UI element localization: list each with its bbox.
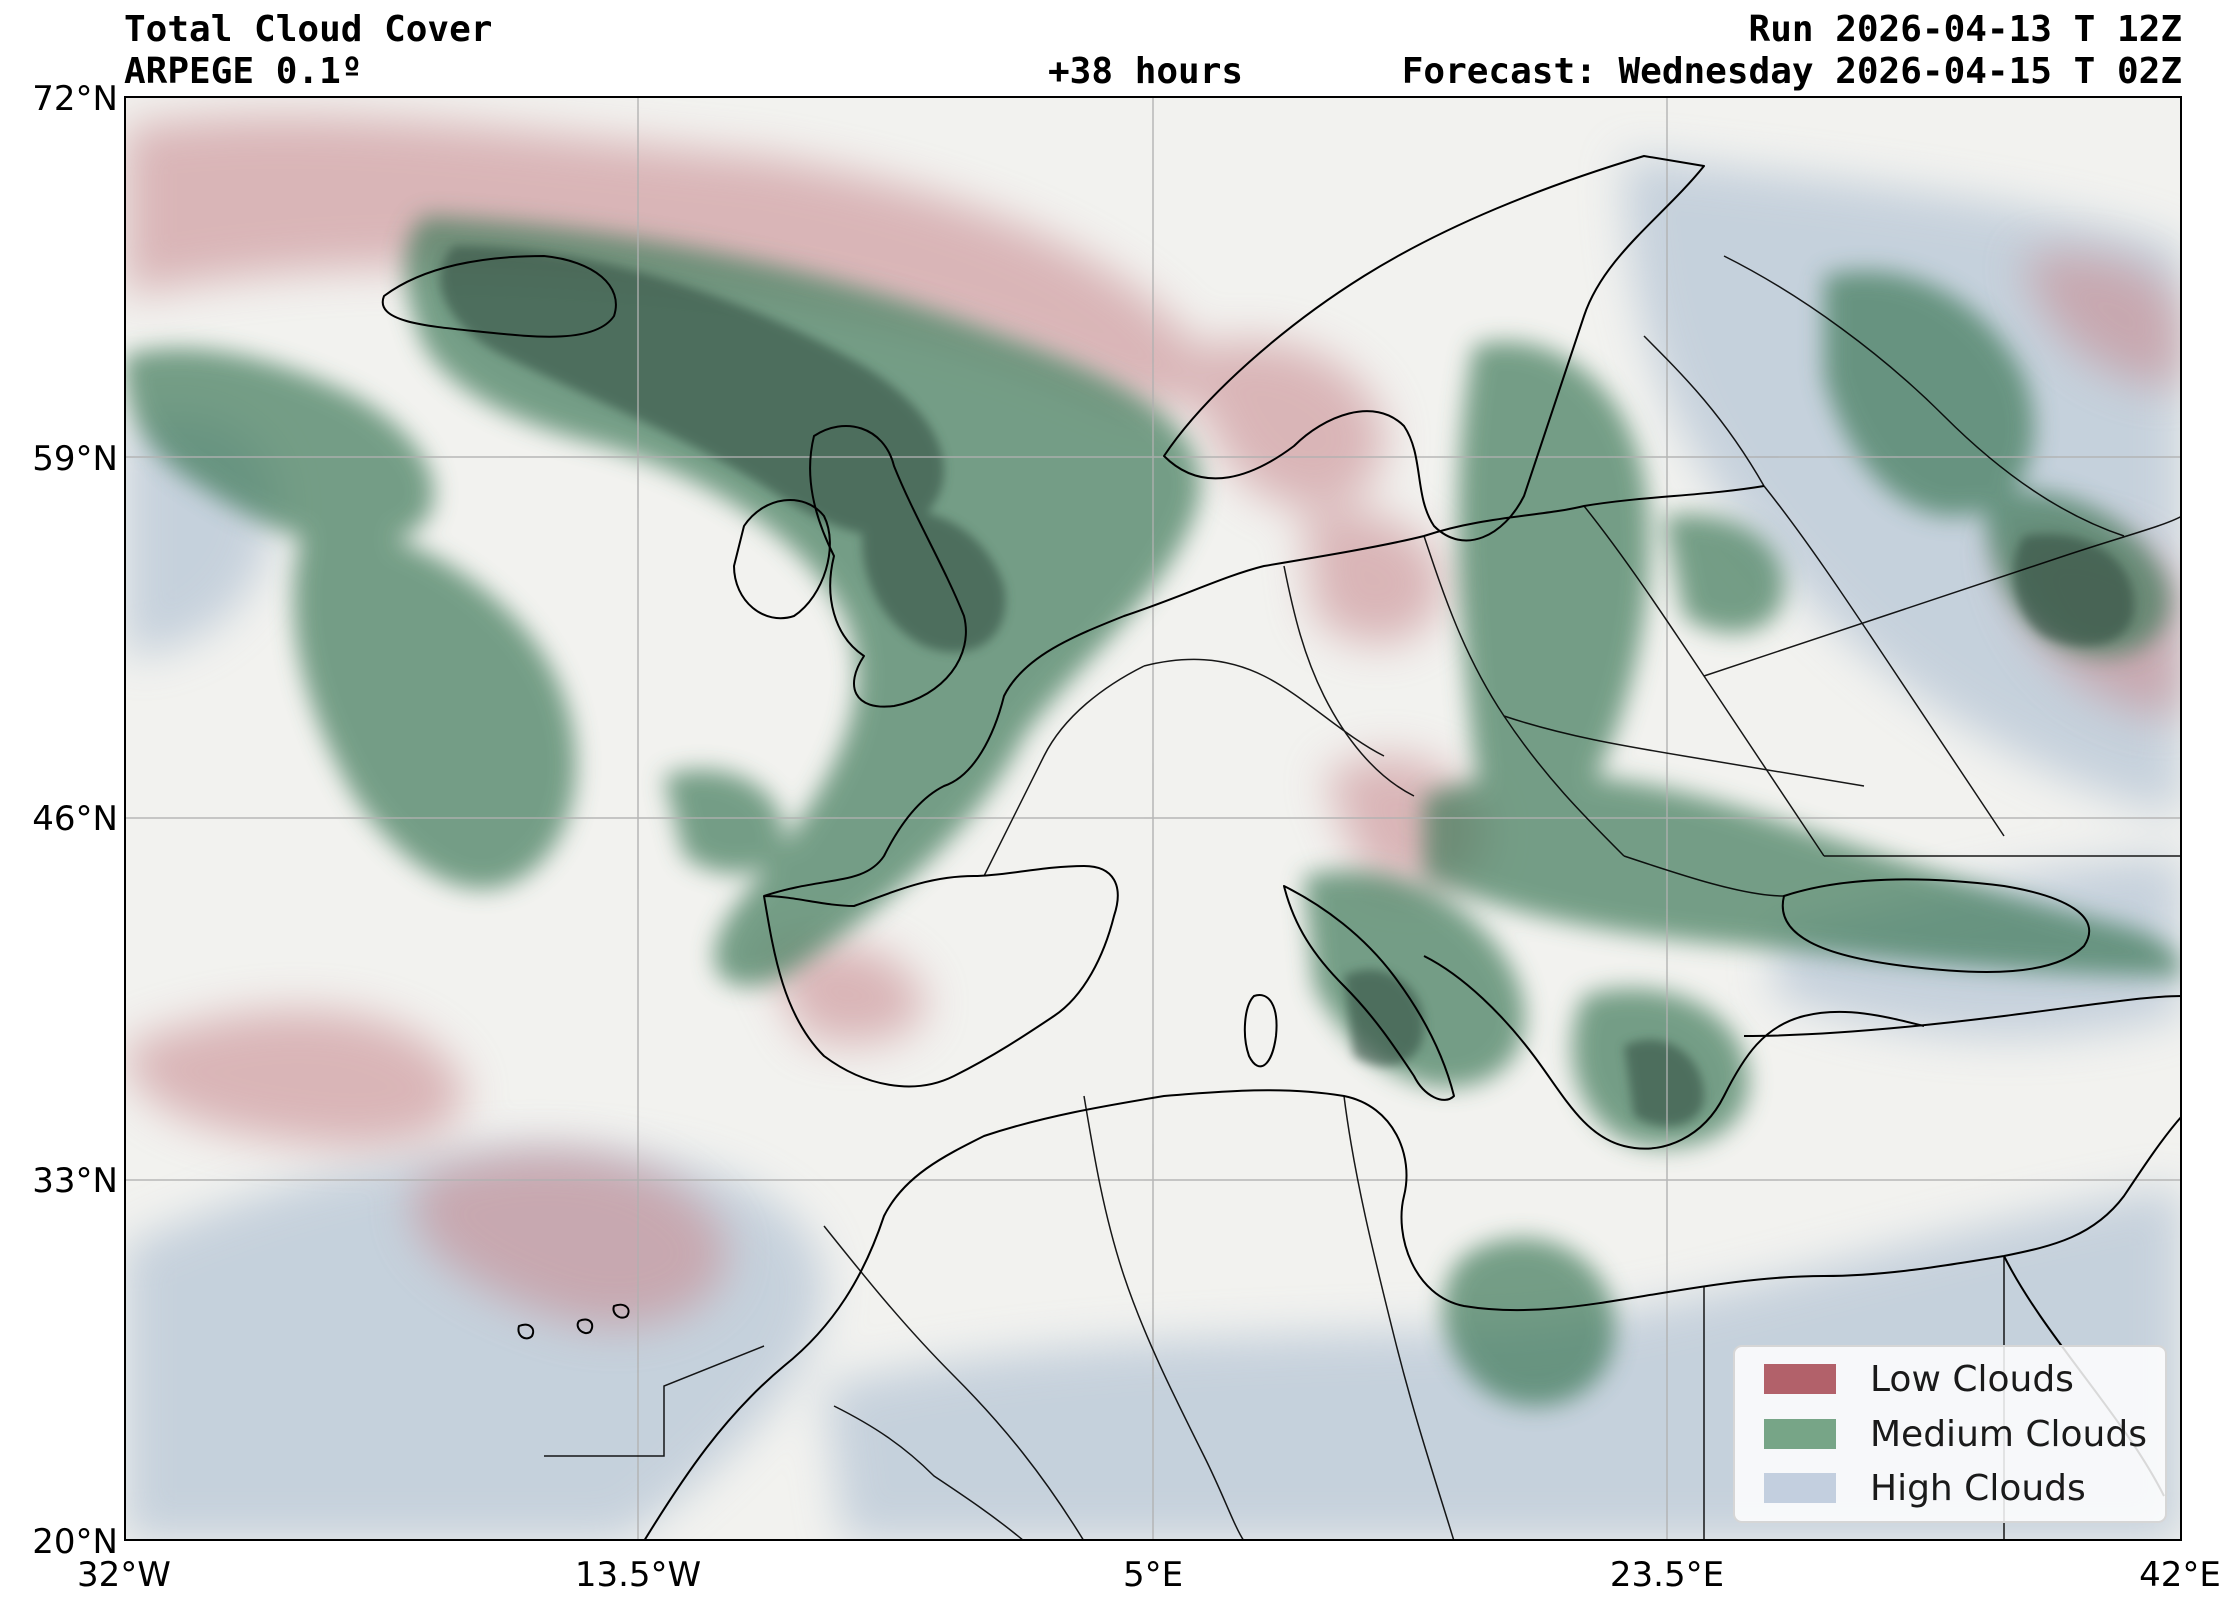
model-name: ARPEGE 0.1º: [124, 51, 363, 92]
legend-label-high: High Clouds: [1870, 1468, 2086, 1509]
legend-swatch-high: [1764, 1473, 1836, 1503]
coastlines: [381, 155, 2182, 1541]
lat-label-33: 33°N: [32, 1161, 118, 1201]
country-borders: [544, 255, 2182, 1541]
map-title: Total Cloud Cover: [124, 9, 493, 50]
lat-label-20: 20°N: [32, 1522, 118, 1562]
legend-swatch-medium: [1764, 1419, 1836, 1449]
lat-label-59: 59°N: [32, 439, 118, 479]
legend-label-low: Low Clouds: [1870, 1359, 2074, 1400]
low-cloud-layer: [124, 115, 2182, 1327]
legend: Low Clouds Medium Clouds High Clouds: [1733, 1345, 2167, 1523]
run-time: Run 2026-04-13 T 12Z: [1748, 9, 2182, 50]
legend-box: [1733, 1345, 2167, 1523]
lon-label-5e: 5°E: [1123, 1555, 1183, 1595]
cloud-cover-map: Low Clouds Medium Clouds High Clouds: [124, 96, 2182, 1541]
lon-label-23-5e: 23.5°E: [1610, 1555, 1724, 1595]
graticule: [124, 96, 2182, 1541]
lon-label-13-5w: 13.5°W: [575, 1555, 701, 1595]
lat-label-46: 46°N: [32, 799, 118, 839]
lon-label-42e: 42°E: [2139, 1555, 2221, 1595]
forecast-time: Forecast: Wednesday 2026-04-15 T 02Z: [1401, 51, 2182, 92]
lead-time: +38 hours: [1048, 51, 1244, 92]
legend-swatch-low: [1764, 1364, 1836, 1394]
lon-label-32w: 32°W: [77, 1555, 171, 1595]
map-border: [124, 96, 2182, 1541]
legend-label-medium: Medium Clouds: [1870, 1414, 2147, 1455]
medium-cloud-layer: [124, 216, 2182, 1407]
lat-label-72: 72°N: [32, 79, 118, 119]
